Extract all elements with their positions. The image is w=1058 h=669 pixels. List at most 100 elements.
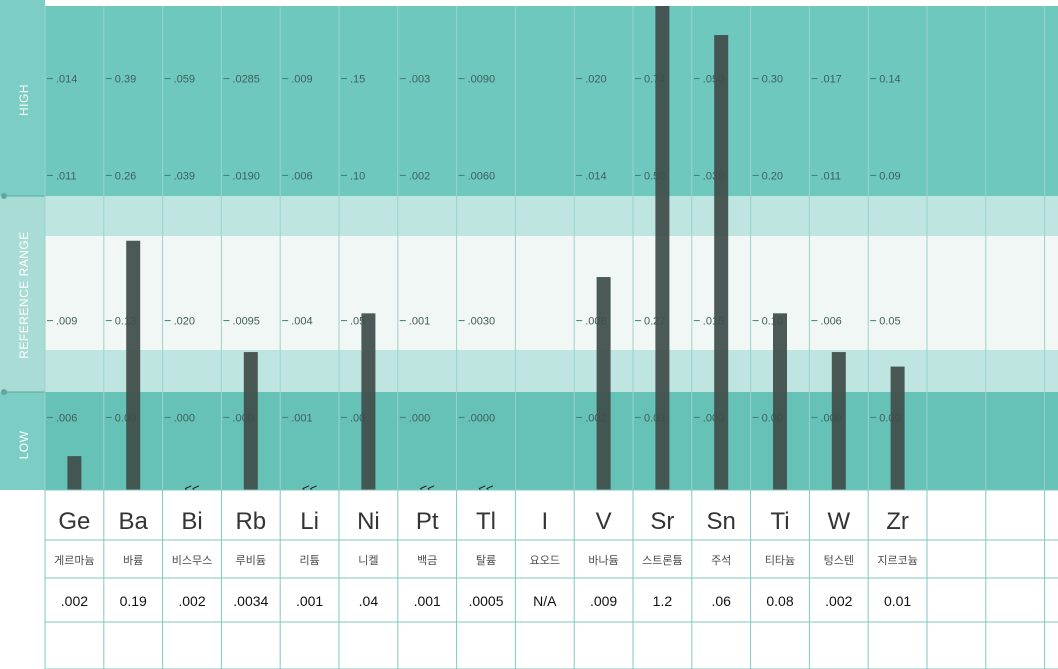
element-result: .002 — [825, 593, 852, 609]
level-label: .039 — [174, 170, 195, 182]
band-low — [45, 392, 1058, 490]
level-label: .014 — [585, 170, 606, 182]
level-label: .017 — [820, 74, 841, 86]
level-label: 0.05 — [879, 316, 900, 328]
bar-ba — [126, 240, 141, 490]
element-symbol: Tl — [476, 508, 496, 535]
band-lower-reference — [45, 350, 1058, 392]
element-symbol: Ba — [119, 508, 149, 535]
element-symbol: Ge — [58, 508, 90, 535]
element-korean-name: 탈륨 — [476, 554, 496, 567]
level-label: .006 — [820, 316, 841, 328]
bar-zr — [890, 366, 905, 490]
element-result: .002 — [61, 593, 88, 609]
level-label: .15 — [350, 74, 365, 86]
element-result: N/A — [533, 593, 557, 609]
element-korean-name: 게르마늄 — [54, 554, 94, 567]
level-label: .0090 — [468, 74, 496, 86]
level-label: .0000 — [468, 412, 496, 424]
level-label: 0.26 — [115, 170, 136, 182]
element-korean-name: 백금 — [417, 554, 437, 567]
level-label: .0190 — [232, 170, 260, 182]
level-label: .006 — [56, 412, 77, 424]
level-label: 0.39 — [115, 74, 136, 86]
level-label: .009 — [56, 316, 77, 328]
element-result: 1.2 — [653, 593, 673, 609]
element-result: 0.08 — [766, 593, 793, 609]
element-korean-name: 지르코늄 — [877, 554, 917, 567]
element-korean-name: 바나듐 — [588, 554, 618, 567]
element-result: .04 — [359, 593, 379, 609]
element-result: .001 — [414, 593, 441, 609]
element-symbol: V — [596, 508, 612, 535]
level-label: 0.20 — [762, 170, 783, 182]
element-korean-name: 스트론튬 — [642, 554, 682, 567]
bar-sn — [714, 35, 729, 490]
label-low: LOW — [17, 430, 31, 459]
element-symbol: Zr — [886, 508, 909, 535]
level-label: .000 — [174, 412, 195, 424]
element-symbol: Sr — [650, 508, 674, 535]
element-korean-name: 바륨 — [123, 554, 143, 567]
element-symbol: Ti — [770, 508, 789, 535]
bar-ge — [67, 456, 82, 490]
label-reference-range: REFERENCE RANGE — [17, 231, 31, 359]
level-label: .0285 — [232, 74, 260, 86]
band-high — [45, 6, 1058, 196]
level-label: .0030 — [468, 316, 496, 328]
bar-rb — [243, 352, 258, 490]
level-label: .003 — [409, 74, 430, 86]
level-label: .011 — [820, 170, 841, 182]
level-label: .020 — [174, 316, 195, 328]
level-label: .0095 — [232, 316, 260, 328]
bar-sr — [655, 6, 670, 490]
level-label: .004 — [291, 316, 312, 328]
element-symbol: Pt — [416, 508, 439, 535]
element-korean-name: 티타늄 — [765, 554, 795, 567]
level-label: .011 — [56, 170, 77, 182]
element-korean-name: 리튬 — [299, 554, 319, 567]
element-result: .0005 — [468, 593, 503, 609]
level-label: 0.09 — [879, 170, 900, 182]
element-korean-name: 요오드 — [530, 554, 560, 567]
band-reference-middle — [45, 236, 1058, 350]
level-label: .020 — [585, 74, 606, 86]
table-left-margin — [0, 490, 45, 669]
level-label: .009 — [291, 74, 312, 86]
bar-ti — [773, 313, 787, 490]
level-label: .0060 — [468, 170, 496, 182]
element-result: 0.01 — [884, 593, 911, 609]
level-label: .001 — [291, 412, 312, 424]
element-korean-name: 주석 — [711, 554, 731, 567]
bar-ni — [361, 313, 376, 490]
level-label: 0.30 — [762, 74, 783, 86]
table-bg — [45, 490, 1058, 669]
element-result: .002 — [178, 593, 205, 609]
level-label: 0.14 — [879, 74, 900, 86]
bar-w — [831, 352, 846, 490]
band-upper-reference — [45, 196, 1058, 236]
element-symbol: Rb — [235, 508, 266, 535]
element-symbol: Li — [300, 508, 319, 535]
element-symbol: W — [827, 508, 850, 535]
element-symbol: I — [541, 508, 548, 535]
element-result: .0034 — [233, 593, 268, 609]
level-label: .001 — [409, 316, 430, 328]
element-result: .001 — [296, 593, 323, 609]
level-label: .002 — [409, 170, 430, 182]
element-korean-name: 비스무스 — [172, 554, 212, 567]
element-result: 0.19 — [120, 593, 147, 609]
level-label: .000 — [409, 412, 430, 424]
level-label: .014 — [56, 74, 77, 86]
element-symbol: Ni — [357, 508, 380, 535]
level-label: .059 — [174, 74, 195, 86]
level-label: .10 — [350, 170, 365, 182]
side-strip-reference — [0, 196, 45, 392]
element-symbol: Bi — [181, 508, 202, 535]
bar-v — [596, 277, 611, 490]
element-symbol: Sn — [707, 508, 736, 535]
element-result: .06 — [711, 593, 731, 609]
element-result: .009 — [590, 593, 617, 609]
